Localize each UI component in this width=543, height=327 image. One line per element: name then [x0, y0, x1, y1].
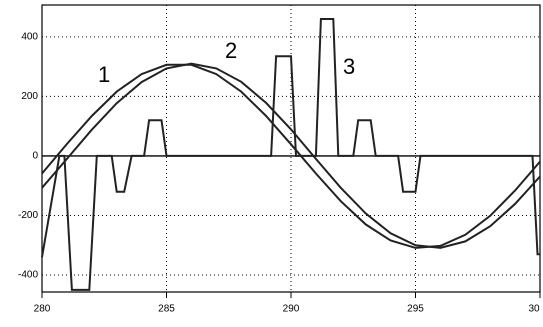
line: [41, 63, 541, 249]
curve-label: 3: [343, 54, 355, 79]
y-tick-label: 0: [32, 151, 38, 162]
curve-label: 2: [225, 38, 237, 63]
x-tick-label: 30: [528, 304, 540, 315]
x-tick-label: 285: [158, 304, 175, 315]
y-tick-label: -400: [18, 270, 38, 281]
y-tick-label: 400: [21, 31, 38, 42]
x-tick-label: 290: [283, 304, 300, 315]
line: [41, 62, 541, 249]
x-tick-label: 295: [407, 304, 424, 315]
y-tick-label: -200: [18, 210, 38, 221]
line: [41, 18, 540, 291]
x-tick-label: 280: [34, 304, 51, 315]
plot-frame: [41, 4, 541, 293]
curve-label: 1: [98, 62, 110, 87]
y-tick-label: 200: [21, 91, 38, 102]
